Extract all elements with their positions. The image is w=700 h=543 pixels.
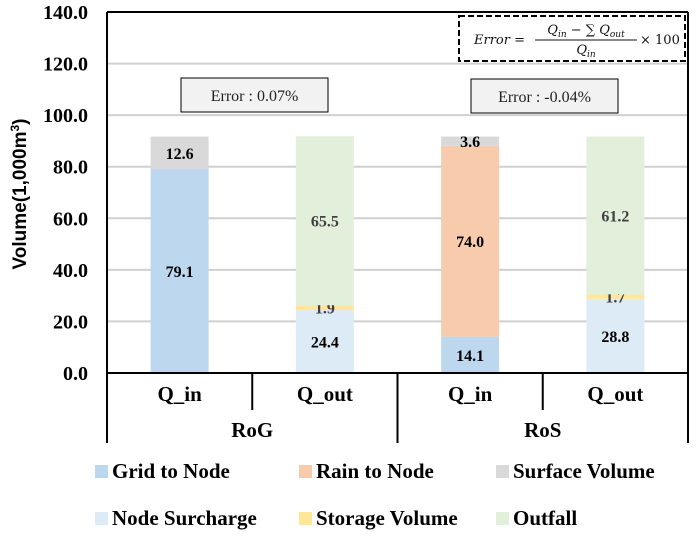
bar-segment-outfall bbox=[295, 136, 354, 306]
legend-label: Storage Volume bbox=[316, 506, 458, 530]
error-annotation-text: Error : 0.07% bbox=[211, 88, 299, 105]
data-label-node-surcharge: 28.8 bbox=[601, 329, 629, 346]
legend-item-rain-to-node: Rain to Node bbox=[299, 459, 434, 483]
x-group-label: RoS bbox=[524, 418, 561, 442]
bar-segment-grid-to-node bbox=[150, 169, 209, 373]
legend-swatch bbox=[496, 512, 509, 525]
legend-item-storage-volume: Storage Volume bbox=[299, 506, 458, 530]
data-label-outfall: 65.5 bbox=[311, 214, 339, 231]
y-tick-label: 140.0 bbox=[43, 2, 88, 24]
error-annotation-rog: Error : 0.07% bbox=[180, 77, 329, 113]
legend-swatch bbox=[299, 465, 312, 478]
y-axis-label: Volume(1,000m3) bbox=[8, 119, 31, 270]
data-label-outfall: 61.2 bbox=[601, 208, 629, 225]
y-tick-label: 20.0 bbox=[53, 311, 88, 333]
legend-item-grid-to-node: Grid to Node bbox=[95, 459, 230, 483]
y-tick-label: 0.0 bbox=[63, 363, 88, 385]
legend-label: Surface Volume bbox=[513, 459, 655, 483]
x-group-label: RoG bbox=[231, 418, 273, 442]
x-tick-label: Q_out bbox=[587, 382, 643, 406]
legend-item-outfall: Outfall bbox=[496, 506, 577, 530]
data-label-grid-to-node: 79.1 bbox=[166, 264, 194, 281]
data-label-grid-to-node: 14.1 bbox=[456, 348, 484, 365]
legend-label: Outfall bbox=[513, 506, 577, 530]
y-tick-label: 40.0 bbox=[53, 260, 88, 282]
formula-multiplier: × 100 bbox=[640, 33, 680, 48]
legend: Grid to Node Rain to Node Surface Volume No… bbox=[95, 459, 655, 530]
formula-lhs: Error = bbox=[473, 33, 525, 48]
data-label-surface-volume: 12.6 bbox=[166, 146, 194, 163]
x-tick-label: Q_in bbox=[157, 382, 202, 406]
legend-swatch bbox=[299, 512, 312, 525]
bar-segment-rain-to-node bbox=[441, 145, 500, 337]
bar-segment-surface-volume bbox=[441, 136, 500, 146]
error-annotation-ros: Error : -0.04% bbox=[470, 78, 619, 114]
data-label-surface-volume: 3.6 bbox=[460, 134, 480, 151]
bar-segment-grid-to-node bbox=[441, 336, 500, 373]
bar-segment-surface-volume bbox=[150, 136, 209, 170]
x-axis-labels: Q_in Q_out Q_in Q_out RoG RoS bbox=[157, 382, 643, 442]
legend-swatch bbox=[496, 465, 509, 478]
y-tick-label: 60.0 bbox=[53, 208, 88, 230]
bar-segment-storage-volume bbox=[295, 305, 354, 311]
x-tick-label: Q_in bbox=[448, 382, 493, 406]
legend-label: Node Surcharge bbox=[112, 506, 257, 530]
legend-item-node-surcharge: Node Surcharge bbox=[95, 506, 257, 530]
data-label-rain-to-node: 74.0 bbox=[456, 234, 484, 251]
y-tick-label: 120.0 bbox=[43, 54, 88, 76]
data-label-node-surcharge: 24.4 bbox=[311, 335, 339, 352]
axes bbox=[106, 11, 689, 443]
formula-numerator: Qin − ∑ Qout bbox=[547, 23, 625, 40]
y-tick-label: 100.0 bbox=[43, 105, 88, 127]
legend-item-surface-volume: Surface Volume bbox=[496, 459, 655, 483]
bar-segment-storage-volume bbox=[586, 294, 645, 299]
bars: 79.112.624.41.965.514.174.03.628.81.761.… bbox=[150, 134, 645, 373]
x-tick-label: Q_out bbox=[297, 382, 353, 406]
bar-segment-node-surcharge bbox=[295, 310, 354, 373]
error-formula-box: Error = Qin − ∑ Qout Qin × 100 bbox=[458, 15, 686, 62]
y-tick-label: 80.0 bbox=[53, 157, 88, 179]
error-annotation-text: Error : -0.04% bbox=[498, 89, 591, 106]
legend-swatch bbox=[95, 512, 108, 525]
y-axis-ticks: 0.0 20.0 40.0 60.0 80.0 100.0 120.0 140.0 bbox=[43, 2, 88, 385]
legend-label: Grid to Node bbox=[112, 459, 230, 483]
legend-swatch bbox=[95, 465, 108, 478]
legend-label: Rain to Node bbox=[316, 459, 434, 483]
bar-segment-outfall bbox=[586, 136, 645, 295]
bar-segment-node-surcharge bbox=[586, 298, 645, 373]
